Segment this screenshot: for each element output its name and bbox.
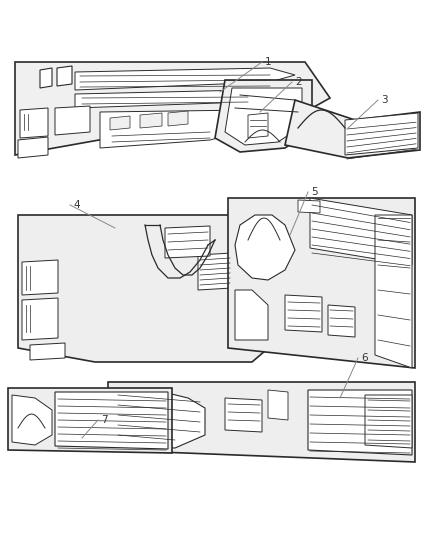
- Polygon shape: [110, 116, 130, 130]
- Polygon shape: [18, 137, 48, 158]
- Polygon shape: [198, 253, 232, 290]
- Polygon shape: [75, 90, 272, 108]
- Polygon shape: [15, 62, 330, 155]
- Polygon shape: [12, 395, 52, 445]
- Polygon shape: [328, 305, 355, 337]
- Polygon shape: [165, 226, 210, 258]
- Polygon shape: [115, 390, 205, 448]
- Polygon shape: [8, 388, 172, 453]
- Polygon shape: [225, 398, 262, 432]
- Polygon shape: [108, 382, 415, 462]
- Polygon shape: [308, 390, 412, 455]
- Polygon shape: [75, 68, 295, 90]
- Polygon shape: [285, 100, 420, 158]
- Polygon shape: [140, 113, 162, 128]
- Text: 4: 4: [73, 200, 80, 210]
- Polygon shape: [375, 215, 412, 368]
- Text: 5: 5: [311, 187, 318, 197]
- Polygon shape: [268, 390, 288, 420]
- Polygon shape: [30, 343, 65, 360]
- Polygon shape: [20, 108, 48, 138]
- Polygon shape: [298, 200, 320, 213]
- Polygon shape: [40, 68, 52, 88]
- Text: 6: 6: [361, 353, 367, 363]
- Polygon shape: [57, 66, 72, 86]
- Polygon shape: [55, 392, 168, 449]
- Polygon shape: [168, 111, 188, 126]
- Polygon shape: [22, 260, 58, 295]
- Polygon shape: [100, 110, 248, 148]
- Polygon shape: [22, 298, 58, 340]
- Polygon shape: [215, 80, 312, 152]
- Text: 2: 2: [295, 77, 302, 87]
- Polygon shape: [235, 290, 268, 340]
- Polygon shape: [55, 106, 90, 135]
- Polygon shape: [225, 88, 302, 145]
- Polygon shape: [18, 215, 272, 362]
- Polygon shape: [310, 198, 412, 265]
- Text: 7: 7: [101, 415, 108, 425]
- Polygon shape: [365, 395, 412, 448]
- Text: 3: 3: [381, 95, 388, 105]
- Polygon shape: [285, 295, 322, 332]
- Polygon shape: [248, 113, 268, 138]
- Polygon shape: [345, 113, 418, 155]
- Polygon shape: [228, 198, 415, 368]
- Polygon shape: [235, 215, 295, 280]
- Text: 1: 1: [265, 57, 272, 67]
